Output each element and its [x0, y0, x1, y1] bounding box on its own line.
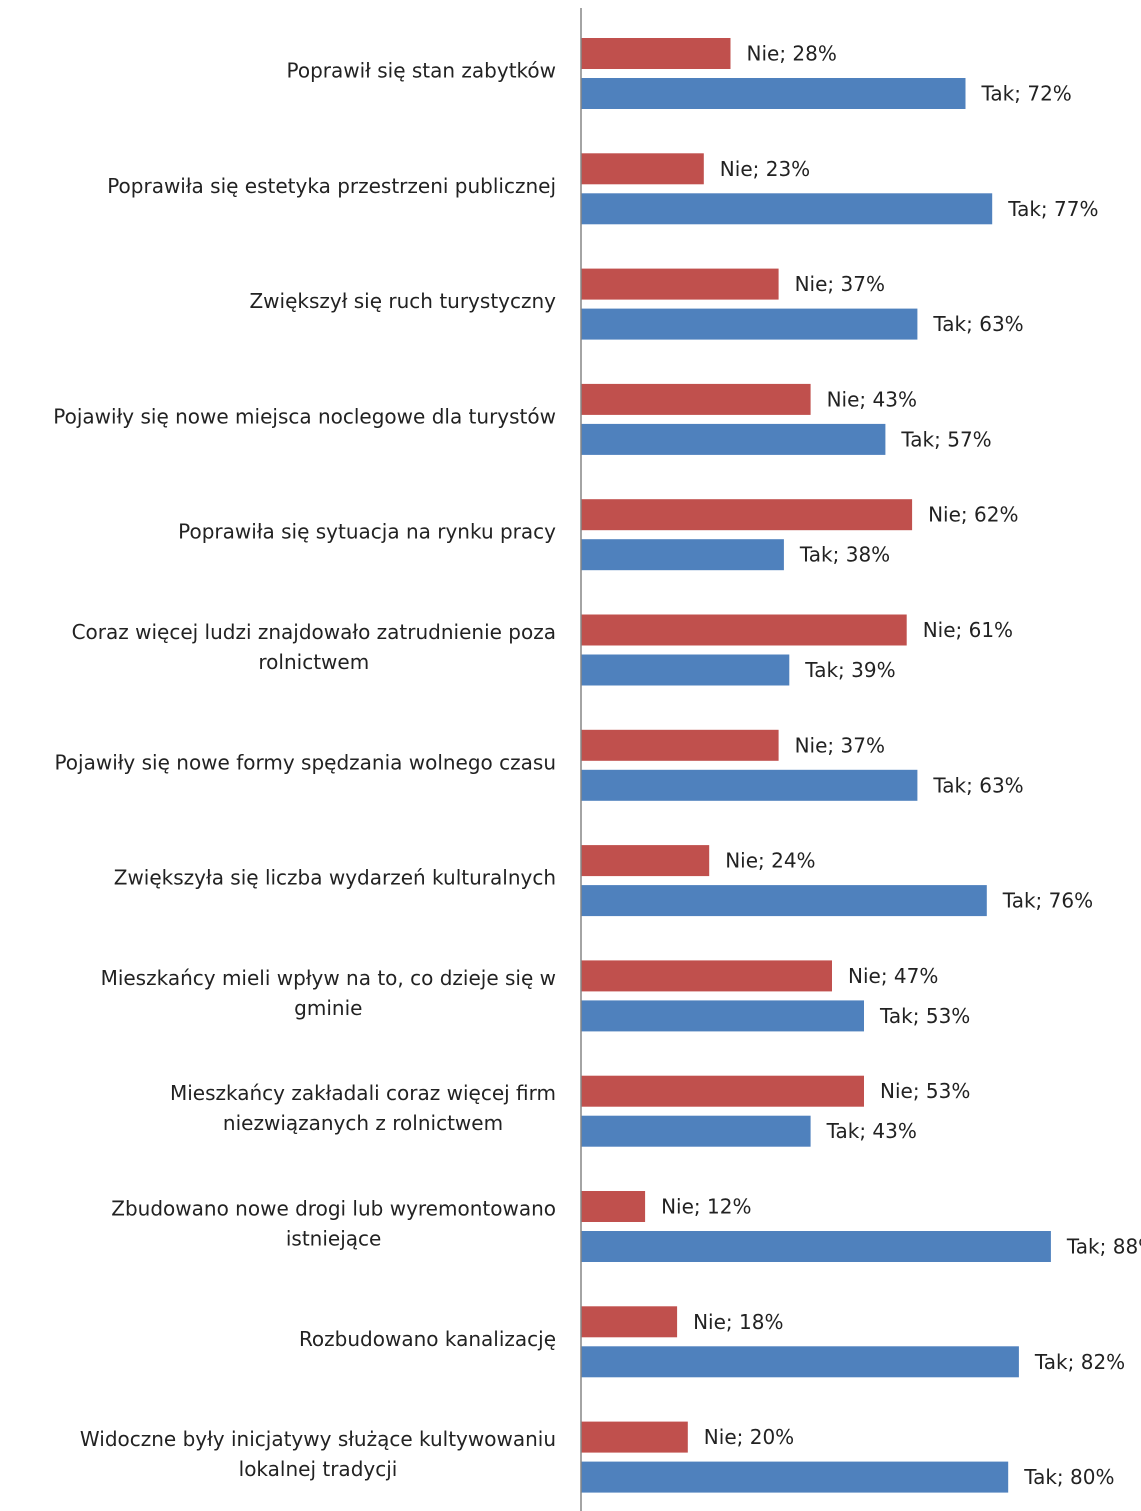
bar-tak-5	[581, 654, 790, 686]
data-label-tak-8: Tak; 53%	[879, 1004, 970, 1028]
bar-tak-11	[581, 1346, 1019, 1378]
bar-nie-12	[581, 1421, 688, 1453]
bar-tak-3	[581, 423, 886, 455]
bar-tak-1	[581, 193, 993, 225]
data-label-nie-4: Nie; 62%	[928, 503, 1018, 527]
bars-layer	[581, 38, 1051, 1493]
bar-nie-1	[581, 153, 704, 185]
data-label-nie-1: Nie; 23%	[720, 157, 810, 181]
data-label-nie-7: Nie; 24%	[725, 849, 815, 873]
bar-nie-3	[581, 383, 811, 415]
category-label-1: Poprawiła się estetyka przestrzeni publi…	[107, 174, 556, 198]
data-label-tak-2: Tak; 63%	[932, 312, 1023, 336]
data-label-tak-12: Tak; 80%	[1023, 1465, 1114, 1489]
labels-layer: Nie; 28% Tak; 72% Poprawił się stan zabytk…	[53, 42, 1141, 1490]
bar-nie-5	[581, 614, 907, 646]
category-label-11: Rozbudowano kanalizację	[299, 1327, 556, 1351]
category-label-10: Zbudowano nowe drogi lub wyremontowano is…	[111, 1197, 556, 1251]
data-label-tak-11: Tak; 82%	[1034, 1350, 1125, 1374]
data-label-nie-3: Nie; 43%	[827, 387, 917, 411]
category-label-9: Mieszkańcy zakładali coraz więcej firm ni…	[170, 1081, 556, 1135]
category-label-6: Pojawiły się nowe formy spędzania wolneg…	[54, 750, 556, 774]
data-label-nie-8: Nie; 47%	[848, 964, 938, 988]
data-label-tak-6: Tak; 63%	[932, 773, 1023, 797]
data-label-tak-7: Tak; 76%	[1002, 889, 1093, 913]
category-label-4: Poprawiła się sytuacja na rynku pracy	[178, 520, 556, 544]
data-label-tak-0: Tak; 72%	[981, 82, 1072, 106]
category-label-5: Coraz więcej ludzi znajdowało zatrudnien…	[72, 620, 556, 674]
category-label-3: Pojawiły się nowe miejsca noclegowe dla …	[53, 404, 556, 428]
bar-nie-6	[581, 729, 779, 761]
category-label-2: Zwiększył się ruch turystyczny	[249, 289, 556, 313]
bar-nie-4	[581, 499, 913, 531]
data-label-tak-5: Tak; 39%	[804, 658, 895, 682]
bar-tak-0	[581, 78, 966, 109]
data-label-nie-5: Nie; 61%	[923, 618, 1013, 642]
data-label-tak-10: Tak; 88%	[1066, 1235, 1141, 1259]
bar-tak-6	[581, 769, 918, 801]
data-label-nie-12: Nie; 20%	[704, 1425, 794, 1449]
data-label-nie-2: Nie; 37%	[795, 272, 885, 296]
bar-tak-8	[581, 1000, 864, 1032]
bar-nie-8	[581, 960, 832, 992]
bar-nie-7	[581, 845, 710, 877]
data-label-tak-3: Tak; 57%	[900, 427, 991, 451]
data-label-tak-9: Tak; 43%	[826, 1119, 917, 1143]
data-label-tak-4: Tak; 38%	[799, 543, 890, 567]
bar-nie-9	[581, 1075, 864, 1107]
bar-tak-2	[581, 308, 918, 340]
data-label-nie-11: Nie; 18%	[693, 1310, 783, 1334]
category-label-0: Poprawił się stan zabytków	[287, 59, 557, 83]
bar-nie-0	[581, 38, 731, 69]
category-label-7: Zwiększyła się liczba wydarzeń kulturaln…	[114, 866, 556, 890]
bar-tak-4	[581, 539, 784, 571]
data-label-tak-1: Tak; 77%	[1007, 197, 1098, 221]
data-label-nie-10: Nie; 12%	[661, 1195, 751, 1219]
data-label-nie-6: Nie; 37%	[795, 733, 885, 757]
category-label-12: Widoczne były inicjatywy służące kultywo…	[80, 1427, 556, 1481]
bar-nie-2	[581, 268, 779, 300]
category-label-8: Mieszkańcy mieli wpływ na to, co dzieje …	[101, 966, 556, 1020]
data-label-nie-0: Nie; 28%	[747, 42, 837, 66]
bar-nie-10	[581, 1191, 646, 1222]
bar-tak-9	[581, 1115, 811, 1147]
bar-tak-10	[581, 1231, 1051, 1262]
bar-tak-12	[581, 1461, 1009, 1493]
bar-nie-11	[581, 1306, 678, 1338]
data-label-nie-9: Nie; 53%	[880, 1079, 970, 1103]
bar-tak-7	[581, 885, 987, 917]
